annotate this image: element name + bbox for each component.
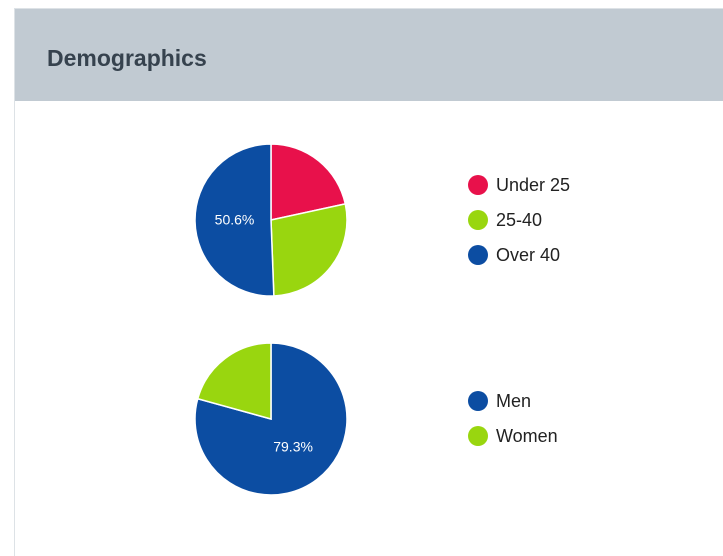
legend-label: Over 40 [496,245,560,265]
legend-label: Women [496,426,558,446]
pie-slice [196,342,272,420]
legend-label: Men [496,391,531,411]
pie-slice [270,143,347,221]
pie-slice [194,342,348,496]
panel-title: Demographics [47,45,207,71]
legend-swatch [468,245,488,265]
pie-slice [194,143,275,297]
legend-swatch [468,426,488,446]
pie-slice [270,202,348,297]
slice-label: 50.6% [215,211,255,227]
legend-swatch [468,210,488,230]
legend-swatch [468,175,488,195]
legend-swatch [468,391,488,411]
panel-header: Demographics [15,9,723,101]
panel: Demographics [14,8,723,556]
legend-label: Under 25 [496,175,570,195]
legend-label: 25-40 [496,210,542,230]
slice-label: 79.3% [273,439,313,455]
